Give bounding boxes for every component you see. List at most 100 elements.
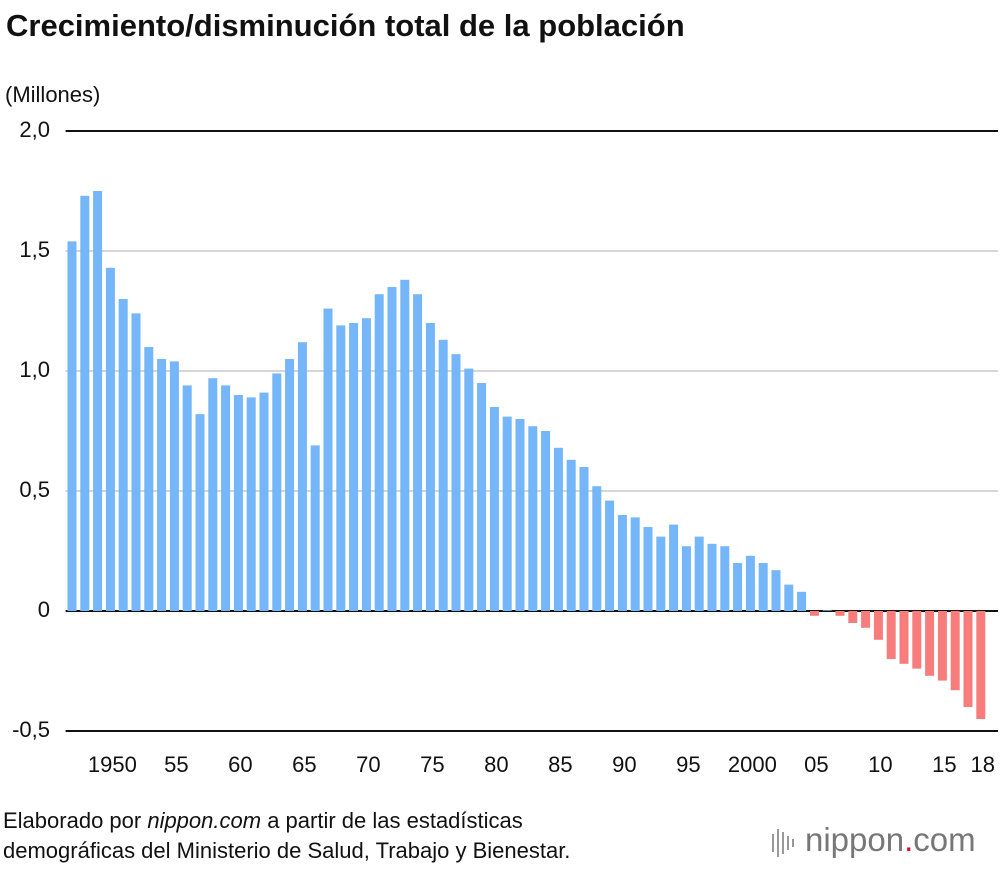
bar bbox=[720, 546, 730, 611]
bar bbox=[208, 378, 218, 611]
bar bbox=[246, 397, 256, 611]
bar bbox=[310, 445, 320, 611]
y-tick-label: -0,5 bbox=[12, 717, 50, 742]
bar bbox=[873, 611, 883, 640]
bar bbox=[937, 611, 947, 681]
bar bbox=[950, 611, 960, 691]
bar bbox=[195, 414, 205, 611]
bar bbox=[80, 195, 90, 612]
bar bbox=[886, 611, 896, 659]
x-tick-label: 80 bbox=[484, 752, 508, 777]
x-tick-label: 1950 bbox=[88, 752, 137, 777]
x-tick-label: 90 bbox=[612, 752, 636, 777]
x-tick-label: 05 bbox=[804, 752, 828, 777]
bar bbox=[643, 527, 653, 611]
bar bbox=[733, 563, 743, 611]
logo-icon bbox=[772, 829, 794, 857]
bar bbox=[899, 611, 909, 664]
bar bbox=[861, 611, 871, 628]
y-tick-label: 1,0 bbox=[19, 357, 50, 382]
logo-text: com bbox=[913, 821, 975, 858]
bar bbox=[105, 267, 115, 611]
bar bbox=[605, 500, 615, 611]
bar bbox=[169, 361, 179, 611]
x-tick-label: 2000 bbox=[728, 752, 777, 777]
source-text: demográficas del Ministerio de Salud, Tr… bbox=[3, 838, 570, 863]
x-tick-label: 10 bbox=[868, 752, 892, 777]
bar bbox=[592, 486, 602, 611]
bar bbox=[541, 431, 551, 611]
bar bbox=[579, 467, 589, 611]
bar bbox=[144, 347, 154, 611]
x-tick-label: 70 bbox=[356, 752, 380, 777]
bar bbox=[425, 323, 435, 611]
bar bbox=[221, 385, 231, 611]
bar bbox=[963, 611, 973, 707]
bar bbox=[438, 339, 448, 611]
bar bbox=[784, 584, 794, 611]
bar bbox=[387, 287, 397, 611]
bar bbox=[182, 385, 192, 611]
bar bbox=[707, 543, 717, 611]
logo-text: nippon bbox=[805, 821, 904, 858]
bar bbox=[797, 591, 807, 611]
bar bbox=[477, 383, 487, 611]
bar bbox=[413, 294, 423, 611]
bar bbox=[515, 419, 525, 611]
bar bbox=[349, 323, 359, 611]
bar bbox=[93, 191, 103, 611]
y-tick-label: 0,5 bbox=[19, 477, 50, 502]
source: Elaborado por nippon.com a partir de las… bbox=[3, 808, 523, 833]
x-tick-label: 18 bbox=[971, 752, 995, 777]
y-tick-label: 2,0 bbox=[19, 117, 50, 142]
bar bbox=[118, 299, 128, 611]
source-text: Elaborado por bbox=[3, 808, 147, 833]
bar bbox=[681, 546, 691, 611]
y-tick-label: 0 bbox=[38, 597, 50, 622]
bar bbox=[528, 426, 538, 611]
chart-title: Crecimiento/disminución total de la pobl… bbox=[6, 8, 685, 43]
bar bbox=[758, 563, 768, 611]
bar bbox=[553, 447, 563, 611]
bar bbox=[489, 407, 499, 611]
bar bbox=[912, 611, 922, 669]
bar bbox=[272, 373, 282, 611]
bar bbox=[809, 611, 819, 616]
bar bbox=[67, 241, 77, 611]
bar bbox=[669, 524, 679, 611]
y-tick-label: 1,5 bbox=[19, 237, 50, 262]
bar bbox=[285, 359, 295, 611]
bar bbox=[976, 611, 986, 719]
bar bbox=[848, 611, 858, 623]
bar bbox=[566, 459, 576, 611]
bar bbox=[233, 395, 243, 611]
bar bbox=[835, 611, 845, 616]
x-tick-label: 60 bbox=[228, 752, 252, 777]
bar bbox=[656, 536, 666, 611]
bar bbox=[822, 610, 832, 611]
x-tick-label: 15 bbox=[932, 752, 956, 777]
x-tick-label: 65 bbox=[292, 752, 316, 777]
bar bbox=[694, 536, 704, 611]
bar bbox=[131, 313, 141, 611]
bar bbox=[323, 308, 333, 611]
x-tick-label: 85 bbox=[548, 752, 572, 777]
bar bbox=[400, 279, 410, 611]
bar bbox=[464, 368, 474, 611]
bar bbox=[925, 611, 935, 676]
bar bbox=[771, 570, 781, 611]
logo: nippon.com bbox=[805, 821, 976, 858]
bar bbox=[297, 342, 307, 611]
bar bbox=[745, 555, 755, 611]
x-tick-label: 95 bbox=[676, 752, 700, 777]
bar bbox=[259, 392, 269, 611]
bar bbox=[630, 517, 640, 611]
bar bbox=[374, 294, 384, 611]
source-text: a partir de las estadísticas bbox=[261, 808, 523, 833]
bar bbox=[502, 416, 512, 611]
bar bbox=[361, 318, 371, 611]
x-tick-label: 55 bbox=[164, 752, 188, 777]
bar bbox=[157, 359, 167, 611]
